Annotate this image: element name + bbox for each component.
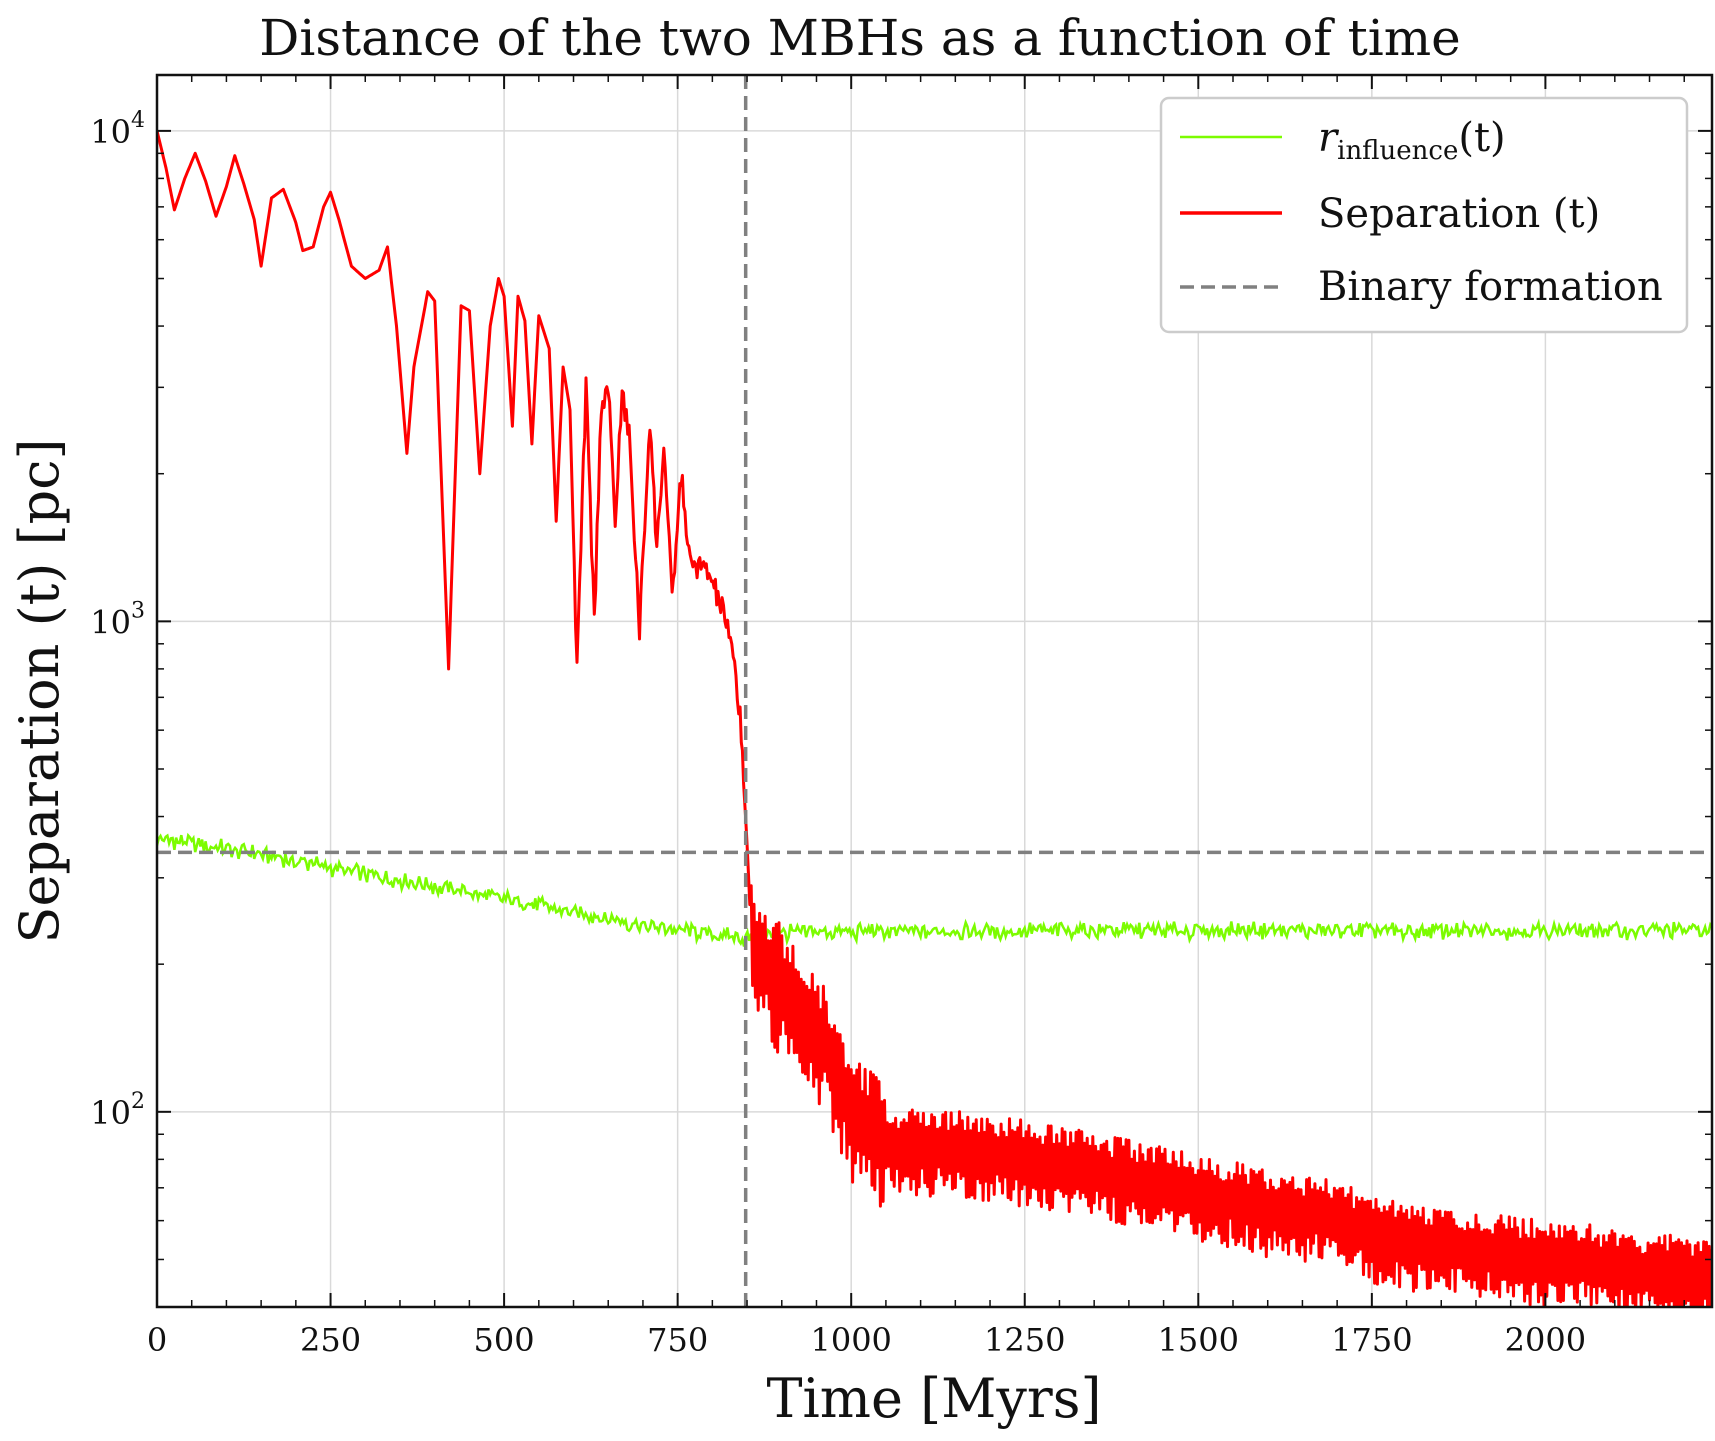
x-tick-label: 750: [647, 1321, 708, 1359]
x-axis-label: Time [Myrs]: [766, 1367, 1101, 1430]
y-tick-label: 102: [90, 1089, 145, 1132]
legend-box: [1159, 96, 1689, 334]
x-tick-label: 2000: [1505, 1321, 1586, 1359]
x-tick-label: 0: [147, 1321, 167, 1359]
legend-label-r-influence: rinfluence(t): [1318, 115, 1506, 166]
axis-ticks: [156, 75, 1712, 1308]
y-tick-label: 103: [90, 598, 145, 641]
x-tick-label: 500: [474, 1321, 535, 1359]
x-tick-label: 250: [300, 1321, 361, 1359]
legend: rinfluence(t) Separation (t) Binary form…: [1159, 96, 1689, 334]
y-axis-label: Separation (t) [pc]: [8, 438, 71, 943]
legend-label-binary-formation: Binary formation: [1318, 264, 1663, 310]
x-tick-label: 1750: [1331, 1321, 1412, 1359]
series-r-influence-line: [157, 832, 1712, 947]
plot-frame: [155, 73, 1714, 1309]
legend-label-separation: Separation (t): [1318, 191, 1600, 237]
grid-lines: [156, 75, 1712, 1307]
x-tick-label: 1250: [984, 1321, 1065, 1359]
series-separation-line: [157, 130, 1712, 1307]
chart-title: Distance of the two MBHs as a function o…: [259, 9, 1460, 67]
x-tick-label: 1500: [1158, 1321, 1239, 1359]
plot-area: [157, 75, 1712, 1307]
x-tick-label: 1000: [810, 1321, 891, 1359]
x-tick-labels: 0 250 500 750 1000 1250 1500 1750 2000: [147, 1321, 1586, 1359]
y-tick-label: 104: [90, 108, 145, 151]
y-tick-labels: 102 103 104: [90, 108, 145, 1132]
